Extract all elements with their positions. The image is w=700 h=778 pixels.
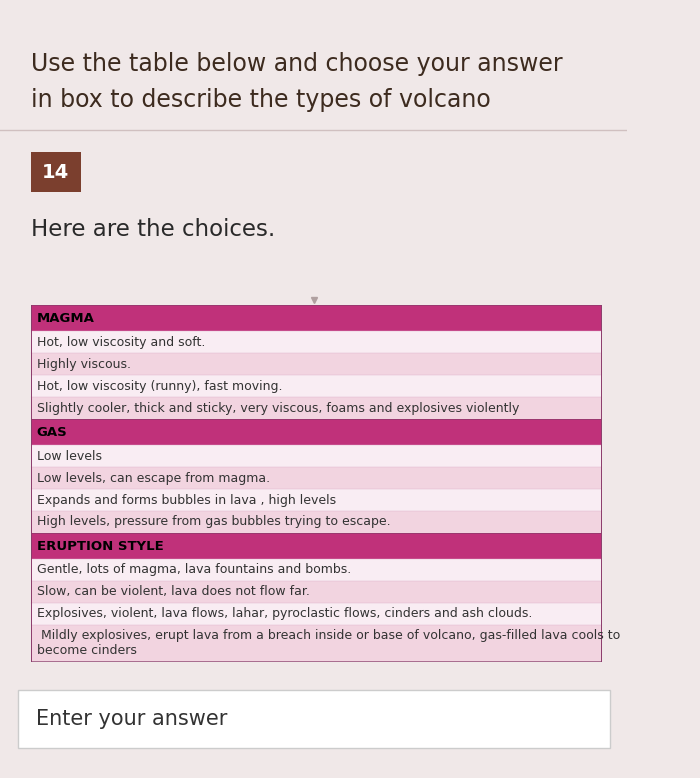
FancyBboxPatch shape (32, 397, 601, 419)
Text: GAS: GAS (37, 426, 67, 439)
Text: Highly viscous.: Highly viscous. (37, 358, 131, 370)
Text: Enter your answer: Enter your answer (36, 709, 228, 729)
FancyBboxPatch shape (18, 690, 610, 748)
FancyBboxPatch shape (32, 559, 601, 581)
Text: 14: 14 (42, 163, 69, 181)
Text: Low levels, can escape from magma.: Low levels, can escape from magma. (37, 471, 270, 485)
Text: Expands and forms bubbles in lava , high levels: Expands and forms bubbles in lava , high… (37, 493, 336, 506)
Text: Explosives, violent, lava flows, lahar, pyroclastic flows, cinders and ash cloud: Explosives, violent, lava flows, lahar, … (37, 608, 532, 621)
Text: in box to describe the types of volcano: in box to describe the types of volcano (32, 88, 491, 112)
Text: Slow, can be violent, lava does not flow far.: Slow, can be violent, lava does not flow… (37, 586, 309, 598)
FancyBboxPatch shape (0, 0, 627, 130)
FancyBboxPatch shape (32, 375, 601, 397)
Text: Hot, low viscosity (runny), fast moving.: Hot, low viscosity (runny), fast moving. (37, 380, 282, 392)
Text: ERUPTION STYLE: ERUPTION STYLE (37, 539, 164, 552)
Text: MAGMA: MAGMA (37, 311, 95, 324)
FancyBboxPatch shape (32, 353, 601, 375)
FancyBboxPatch shape (32, 625, 601, 661)
FancyBboxPatch shape (32, 489, 601, 511)
Text: Gentle, lots of magma, lava fountains and bombs.: Gentle, lots of magma, lava fountains an… (37, 563, 351, 576)
Text: Here are the choices.: Here are the choices. (32, 218, 276, 241)
FancyBboxPatch shape (32, 581, 601, 603)
FancyBboxPatch shape (32, 331, 601, 353)
FancyBboxPatch shape (0, 755, 627, 778)
Text: High levels, pressure from gas bubbles trying to escape.: High levels, pressure from gas bubbles t… (37, 516, 391, 528)
Text: Hot, low viscosity and soft.: Hot, low viscosity and soft. (37, 335, 205, 349)
Text: Use the table below and choose your answer: Use the table below and choose your answ… (32, 52, 563, 76)
Text: Slightly cooler, thick and sticky, very viscous, foams and explosives violently: Slightly cooler, thick and sticky, very … (37, 401, 519, 415)
FancyBboxPatch shape (32, 467, 601, 489)
FancyBboxPatch shape (32, 533, 601, 559)
FancyBboxPatch shape (32, 445, 601, 467)
FancyBboxPatch shape (32, 305, 601, 331)
FancyBboxPatch shape (32, 603, 601, 625)
FancyBboxPatch shape (32, 419, 601, 445)
FancyBboxPatch shape (32, 152, 80, 192)
Text: Low levels: Low levels (37, 450, 102, 462)
FancyBboxPatch shape (32, 511, 601, 533)
Text: Mildly explosives, erupt lava from a breach inside or base of volcano, gas-fille: Mildly explosives, erupt lava from a bre… (37, 629, 620, 657)
